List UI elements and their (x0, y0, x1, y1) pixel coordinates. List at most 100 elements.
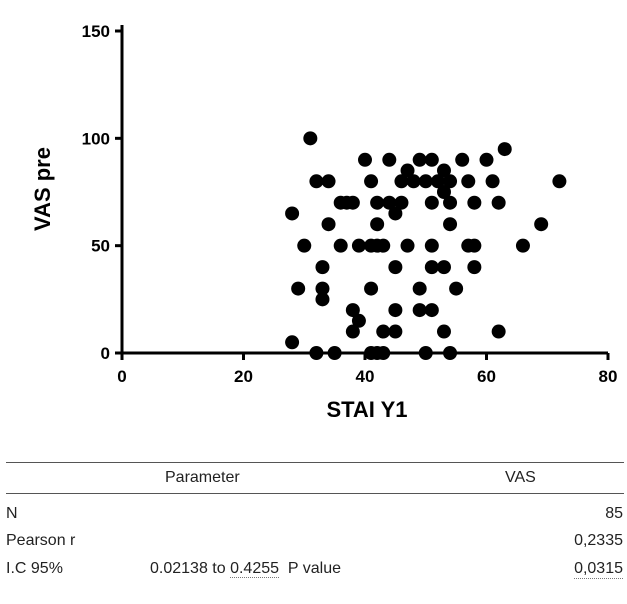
x-tick-label: 60 (477, 367, 496, 386)
row-pearson-label: Pearson r (6, 532, 76, 549)
scatter-point (461, 174, 476, 189)
header-vas: VAS (505, 469, 536, 486)
scatter-point (345, 303, 360, 318)
scatter-point (455, 152, 470, 167)
scatter-point (515, 238, 530, 253)
scatter-point (424, 195, 439, 210)
scatter-point (376, 346, 391, 360)
scatter-point (388, 260, 403, 275)
x-tick-label: 20 (234, 367, 253, 386)
scatter-point (534, 217, 549, 232)
ic-pvalue-label: P value (287, 560, 341, 577)
scatter-point (436, 260, 451, 275)
scatter-point (370, 195, 385, 210)
scatter-point (351, 238, 366, 253)
scatter-chart: 0 20 40 60 80 0 50 100 150 STAI Y1 VAS pre (30, 22, 618, 422)
scatter-point (358, 152, 372, 167)
scatter-point (315, 260, 330, 275)
row-ic-value: 0,0315 (574, 560, 623, 579)
axis-ticks: 0 20 40 60 80 0 50 100 150 (82, 22, 618, 386)
scatter-point (406, 174, 421, 189)
scatter-point (291, 281, 306, 296)
scatter-point (309, 346, 324, 360)
row-ic-label: I.C 95% (6, 560, 63, 577)
scatter-point (424, 152, 439, 167)
scatter-point (412, 281, 427, 296)
scatter-point (321, 217, 336, 232)
scatter-point (436, 185, 451, 199)
x-axis-title: STAI Y1 (326, 397, 407, 422)
x-tick-label: 40 (356, 367, 375, 386)
scatter-point (394, 195, 409, 210)
scatter-point (412, 152, 427, 167)
scatter-point (345, 195, 360, 210)
scatter-point (315, 292, 330, 307)
scatter-point (327, 346, 342, 360)
scatter-point (497, 142, 512, 157)
ic-range-end: 0.4255 (230, 560, 280, 578)
scatter-point (394, 174, 409, 189)
row-n-value: 85 (605, 505, 623, 522)
scatter-point (285, 335, 300, 350)
table-top-rule (6, 462, 624, 463)
scatter-point (418, 174, 433, 189)
scatter-point (491, 324, 506, 339)
table-header-rule (6, 493, 624, 494)
y-axis-title: VAS pre (30, 147, 55, 231)
ic-range-start: 0.02138 to (150, 560, 231, 577)
scatter-point (285, 206, 300, 221)
scatter-point (430, 174, 445, 189)
scatter-point (382, 195, 397, 210)
scatter-point (351, 313, 366, 328)
scatter-point (345, 324, 360, 339)
y-tick-label: 0 (101, 344, 110, 363)
scatter-point (443, 195, 458, 210)
header-parameter: Parameter (165, 469, 240, 486)
scatter-point (467, 238, 482, 253)
scatter-point (443, 346, 458, 360)
row-pearson-value: 0,2335 (574, 532, 623, 549)
scatter-point (449, 281, 464, 296)
scatter-point (321, 174, 336, 189)
scatter-point (424, 260, 439, 275)
scatter-point (376, 238, 391, 253)
scatter-points (285, 131, 567, 360)
row-n-label: N (6, 505, 18, 522)
scatter-point (436, 324, 451, 339)
scatter-point (333, 238, 348, 253)
scatter-point (364, 281, 379, 296)
scatter-point (388, 324, 403, 339)
scatter-point (467, 195, 482, 210)
scatter-point (424, 238, 439, 253)
scatter-point (303, 131, 318, 146)
scatter-point (467, 260, 482, 275)
scatter-point (485, 174, 500, 189)
statistics-table: Parameter VAS N 85 Pearson r 0,2335 I.C … (0, 462, 627, 604)
scatter-point (424, 303, 439, 318)
scatter-point (388, 303, 403, 318)
scatter-point (364, 174, 379, 189)
scatter-point (315, 281, 330, 296)
scatter-point (552, 174, 567, 189)
x-tick-label: 0 (117, 367, 126, 386)
y-tick-label: 100 (82, 129, 110, 148)
y-tick-label: 50 (91, 237, 110, 256)
scatter-point (370, 217, 385, 232)
x-tick-label: 80 (599, 367, 618, 386)
scatter-point (443, 174, 458, 189)
scatter-point (412, 303, 427, 318)
scatter-point (309, 174, 324, 189)
scatter-point (436, 163, 451, 178)
scatter-point (491, 195, 506, 210)
scatter-point (400, 163, 415, 178)
y-tick-label: 150 (82, 22, 110, 41)
scatter-point (443, 217, 458, 232)
row-ic-range: 0.02138 to 0.4255 P value (150, 560, 341, 578)
scatter-point (479, 152, 494, 167)
scatter-point (382, 152, 397, 167)
scatter-point (400, 238, 415, 253)
scatter-point (388, 206, 403, 221)
scatter-point (297, 238, 312, 253)
scatter-point (376, 324, 391, 339)
scatter-point (418, 346, 433, 360)
